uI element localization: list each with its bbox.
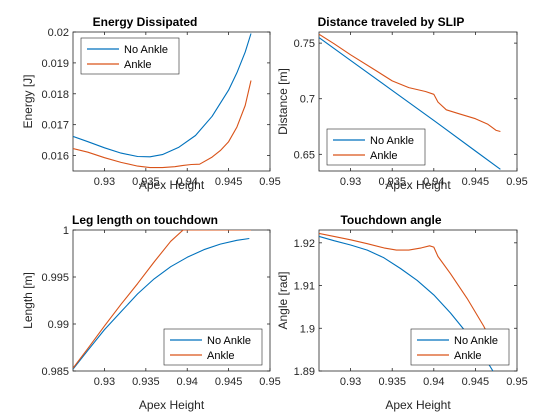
x-tick-label: 0.945 bbox=[462, 376, 490, 388]
series-line-ankle bbox=[319, 232, 500, 357]
x-tick-label: 0.93 bbox=[94, 376, 115, 388]
x-tick-label: 0.935 bbox=[378, 176, 406, 188]
x-tick-label: 0.93 bbox=[340, 176, 361, 188]
y-tick-label: 0.016 bbox=[41, 151, 69, 163]
x-axis-label: Apex Height bbox=[139, 398, 205, 412]
x-tick-label: 0.945 bbox=[215, 376, 243, 388]
legend: No Ankle Ankle bbox=[80, 37, 180, 75]
legend-label: No Ankle bbox=[124, 44, 168, 56]
y-tick-label: 0.017 bbox=[41, 120, 69, 132]
x-tick-label: 0.95 bbox=[506, 376, 527, 388]
y-tick-label: 1.9 bbox=[300, 323, 315, 335]
legend: No Ankle Ankle bbox=[326, 128, 426, 166]
legend-box bbox=[80, 37, 180, 75]
y-tick-label: 1.89 bbox=[294, 366, 315, 378]
x-tick-label: 0.935 bbox=[132, 176, 160, 188]
legend: No Ankle Ankle bbox=[163, 328, 263, 366]
legend-box bbox=[163, 328, 263, 366]
x-tick-label: 0.94 bbox=[423, 376, 444, 388]
y-tick-label: 0.7 bbox=[300, 94, 315, 106]
y-tick-label: 1.92 bbox=[294, 238, 315, 250]
x-tick-label: 0.93 bbox=[340, 376, 361, 388]
legend-label: No Ankle bbox=[454, 335, 498, 347]
y-axis-label: Length [m] bbox=[21, 272, 35, 329]
series-line-ankle bbox=[73, 80, 252, 169]
y-tick-label: 0.995 bbox=[41, 272, 69, 284]
x-tick-label: 0.95 bbox=[259, 376, 280, 388]
x-tick-label: 0.94 bbox=[423, 176, 444, 188]
legend-label: Ankle bbox=[207, 350, 235, 362]
x-tick-label: 0.94 bbox=[177, 176, 198, 188]
y-tick-label: 0.75 bbox=[294, 38, 315, 50]
x-tick-label: 0.935 bbox=[132, 376, 160, 388]
x-axis-label: Apex Height bbox=[139, 178, 205, 192]
x-tick-label: 0.93 bbox=[94, 176, 115, 188]
x-tick-label: 0.95 bbox=[506, 176, 527, 188]
y-tick-label: 0.99 bbox=[48, 319, 69, 331]
x-axis-label: Apex Height bbox=[385, 178, 451, 192]
subplot-title: Distance traveled by SLIP bbox=[318, 15, 465, 29]
legend-label: No Ankle bbox=[370, 135, 414, 147]
series-line-no-ankle bbox=[73, 33, 252, 158]
y-tick-label: 0.65 bbox=[294, 149, 315, 161]
series-line-ankle bbox=[73, 230, 251, 369]
y-tick-label: 0.985 bbox=[41, 366, 69, 378]
legend-box bbox=[410, 328, 510, 366]
x-tick-label: 0.945 bbox=[215, 176, 243, 188]
x-tick-label: 0.94 bbox=[177, 376, 198, 388]
y-tick-label: 1 bbox=[63, 225, 69, 237]
y-tick-label: 0.02 bbox=[48, 27, 69, 39]
series-line-ankle bbox=[319, 33, 501, 133]
x-axis-label: Apex Height bbox=[385, 398, 451, 412]
legend-label: Ankle bbox=[124, 59, 152, 71]
x-tick-label: 0.945 bbox=[462, 176, 490, 188]
subplot-touchdown-angle: Touchdown angle Apex Height Angle [rad] … bbox=[276, 213, 528, 412]
y-tick-label: 0.019 bbox=[41, 58, 69, 70]
subplot-title: Touchdown angle bbox=[340, 213, 441, 227]
series-line-no-ankle bbox=[73, 237, 250, 370]
legend-box bbox=[326, 128, 426, 166]
x-tick-label: 0.95 bbox=[259, 176, 280, 188]
y-axis-label: Angle [rad] bbox=[276, 271, 290, 329]
subplot-title: Leg length on touchdown bbox=[72, 213, 218, 227]
subplot-leg-length: Leg length on touchdown Apex Height Leng… bbox=[21, 213, 281, 412]
legend-label: Ankle bbox=[370, 150, 398, 162]
legend: No Ankle Ankle bbox=[410, 328, 510, 366]
subplot-energy-dissipated: Energy Dissipated Apex Height Energy [J]… bbox=[21, 15, 281, 192]
legend-label: No Ankle bbox=[207, 335, 251, 347]
legend-label: Ankle bbox=[454, 350, 482, 362]
subplot-title: Energy Dissipated bbox=[93, 15, 198, 29]
y-tick-label: 0.018 bbox=[41, 89, 69, 101]
x-tick-label: 0.935 bbox=[378, 376, 406, 388]
y-tick-label: 1.91 bbox=[294, 281, 315, 293]
y-axis-label: Distance [m] bbox=[276, 68, 290, 135]
y-axis-label: Energy [J] bbox=[21, 74, 35, 128]
series-line-no-ankle bbox=[319, 37, 501, 170]
subplot-distance-traveled: Distance traveled by SLIP Apex Height Di… bbox=[276, 15, 528, 192]
